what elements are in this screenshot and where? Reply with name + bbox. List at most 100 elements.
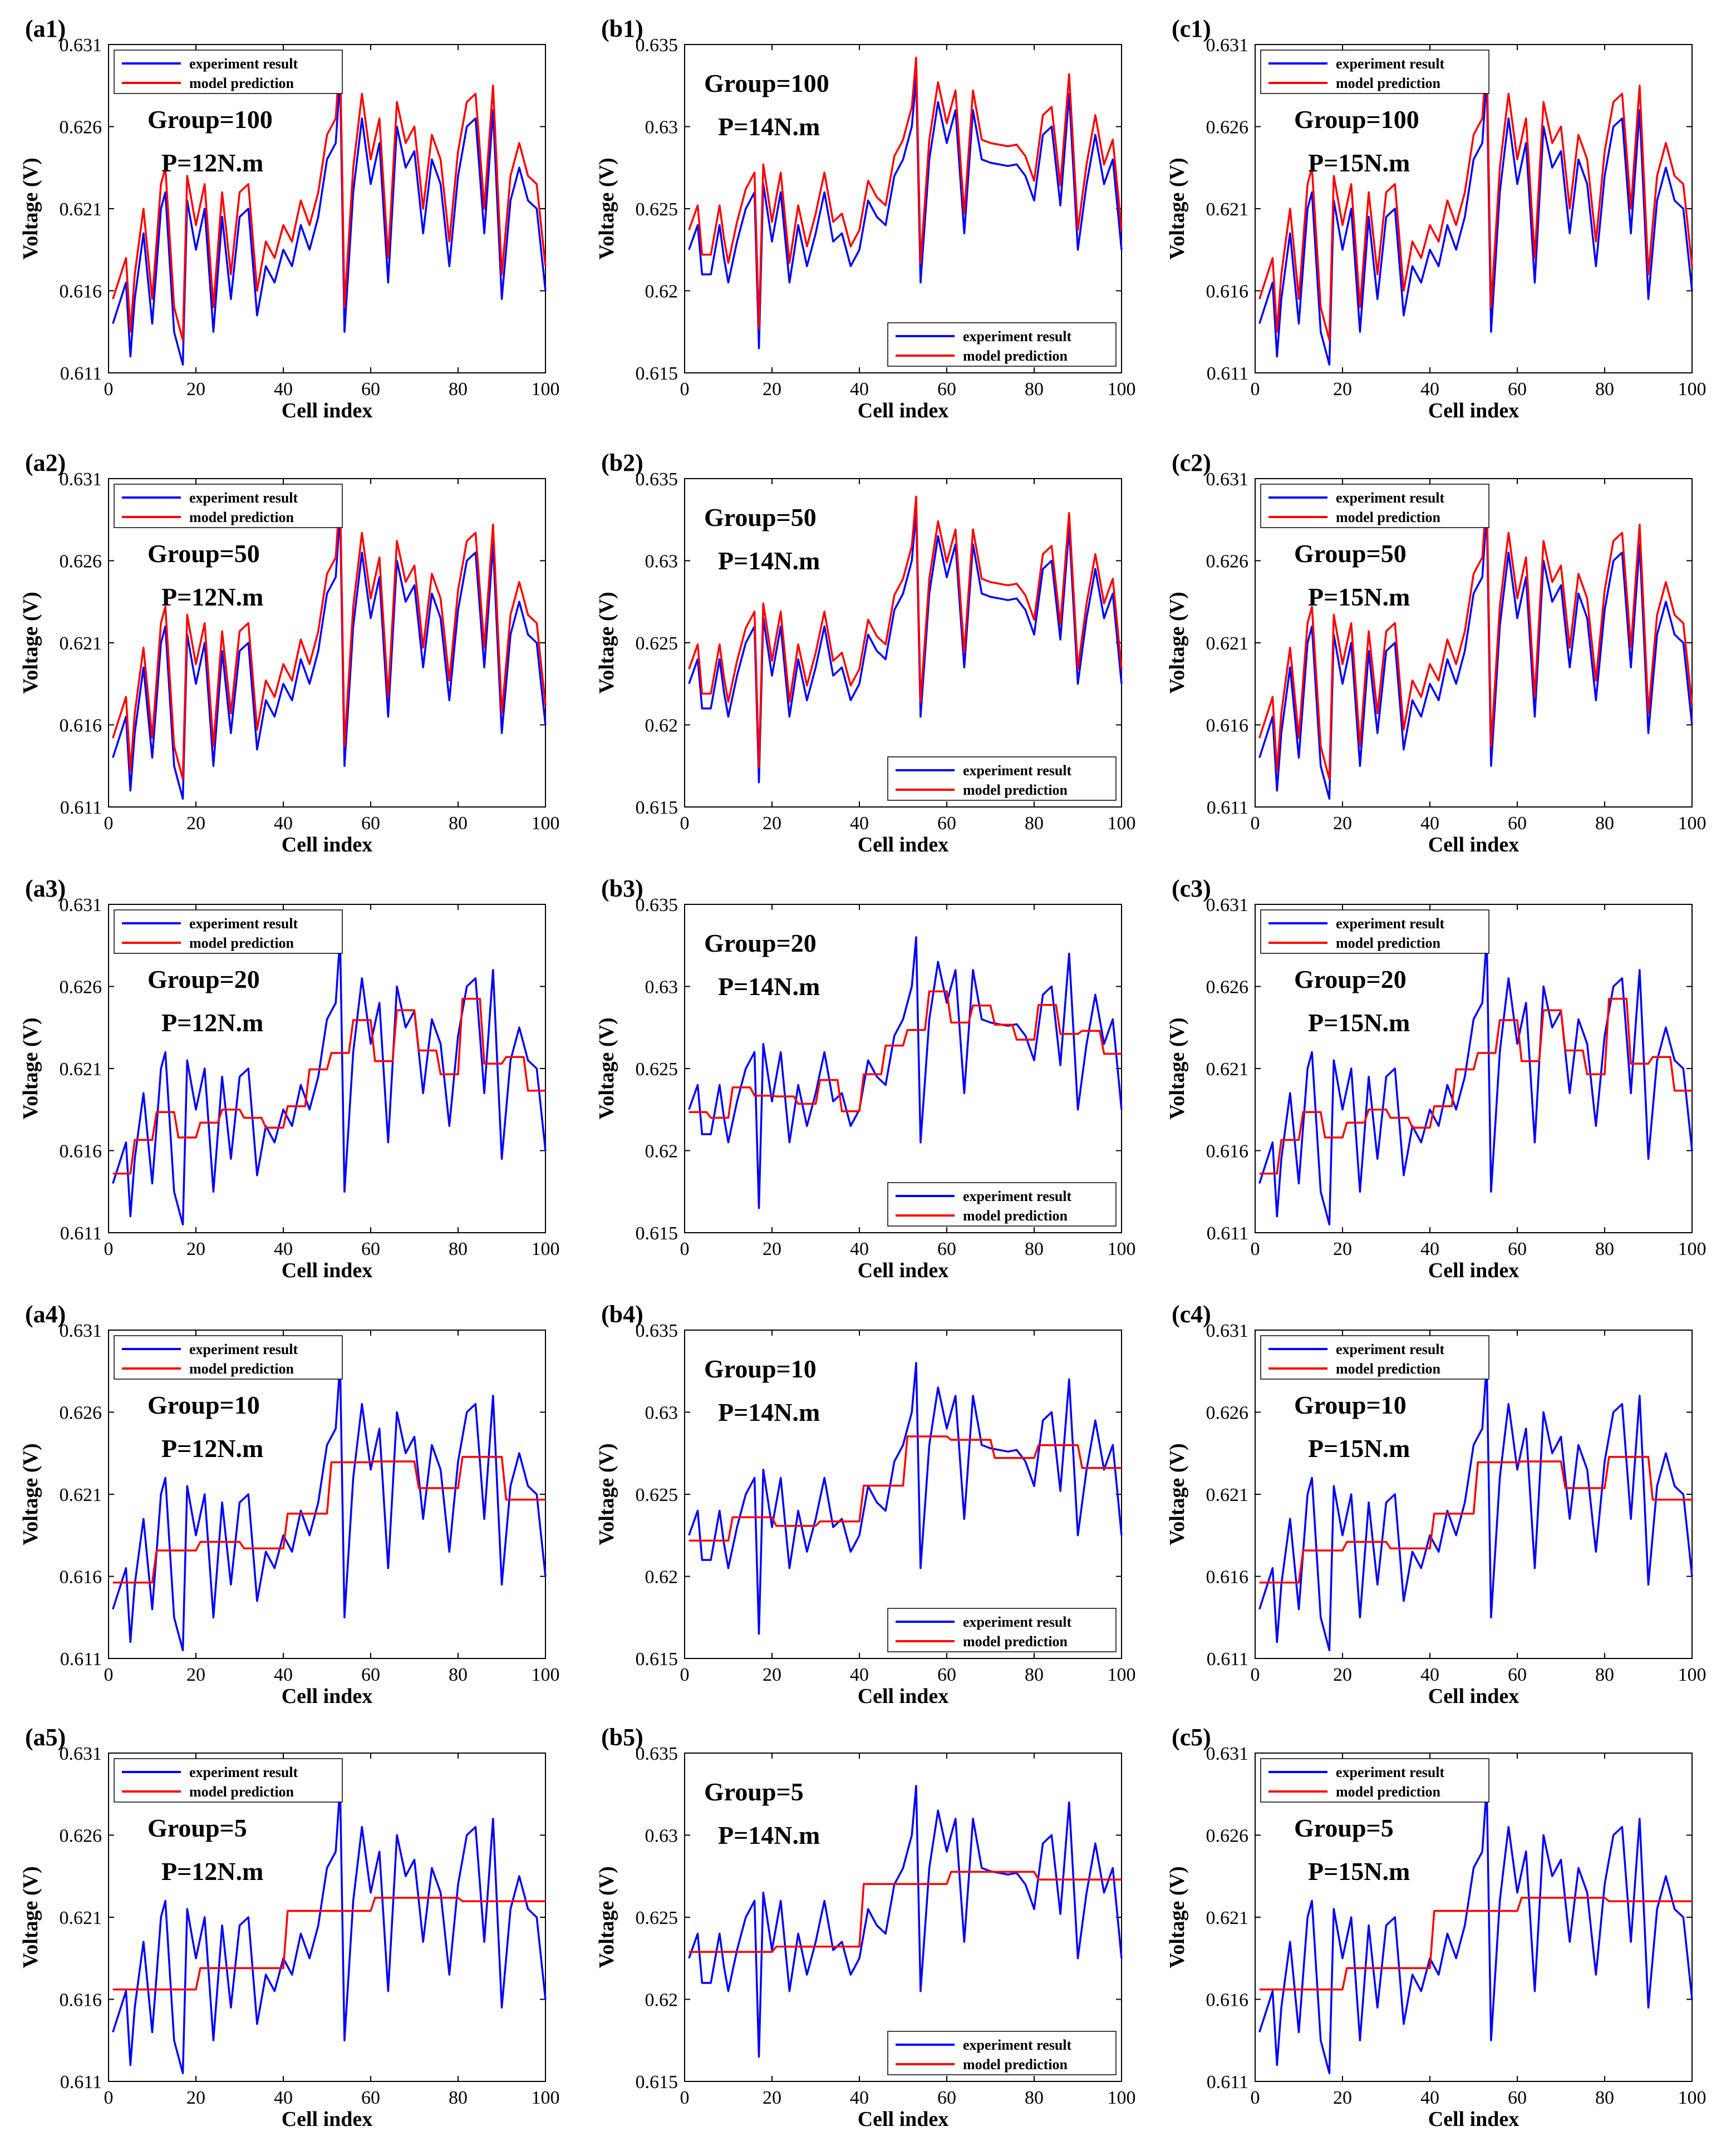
y-tick-label: 0.625 xyxy=(636,1059,678,1080)
series-model-prediction-line xyxy=(112,490,547,780)
y-tick-label: 0.635 xyxy=(636,1744,678,1764)
x-axis-label: Cell index xyxy=(858,1259,949,1282)
legend-box xyxy=(887,322,1117,367)
y-tick-label: 0.615 xyxy=(636,798,678,818)
legend-entry-experiment: experiment result xyxy=(189,1764,298,1780)
y-tick-label: 0.63 xyxy=(645,1403,678,1424)
panel-b4: 0 20 40 60 80 100 0.615 0.62 0.625 0.63 0.635 Cell … xyxy=(595,1301,1136,1708)
group-annotation: Group=50 xyxy=(147,539,260,568)
legend: experiment result model prediction xyxy=(1260,909,1489,954)
y-axis-label: Voltage (V) xyxy=(1166,157,1189,259)
legend-entry-experiment: experiment result xyxy=(189,490,298,506)
y-tick-label: 0.611 xyxy=(1207,2072,1248,2093)
group-annotation: Group=100 xyxy=(704,69,829,97)
y-axis-label: Voltage (V) xyxy=(19,1866,42,1968)
y-tick-label: 0.611 xyxy=(60,363,102,384)
y-tick-label: 0.626 xyxy=(1206,977,1249,998)
x-tick-label: 40 xyxy=(850,813,869,834)
y-axis-label: Voltage (V) xyxy=(595,592,618,693)
y-tick-label: 0.616 xyxy=(60,1990,102,2011)
y-tick-label: 0.63 xyxy=(645,977,678,998)
torque-annotation: P=14N.m xyxy=(718,1398,820,1426)
x-tick-label: 100 xyxy=(532,2088,560,2108)
y-tick-label: 0.611 xyxy=(60,798,102,818)
legend-entry-experiment: experiment result xyxy=(963,1188,1072,1204)
y-tick-label: 0.631 xyxy=(60,35,102,56)
y-axis-label: Voltage (V) xyxy=(595,1443,618,1545)
y-tick-label: 0.616 xyxy=(60,282,102,302)
panel-a2: 0 20 40 60 80 100 0.611 0.616 0.621 0.626 0.631 Cel… xyxy=(19,449,560,857)
panel-c3: 0 20 40 60 80 100 0.611 0.616 0.621 0.626 0.631 Cel… xyxy=(1166,875,1707,1282)
legend: experiment result model prediction xyxy=(114,50,343,94)
legend: experiment result model prediction xyxy=(887,1608,1117,1652)
x-tick-label: 80 xyxy=(1025,2088,1044,2108)
series-model-prediction-line xyxy=(689,1870,1122,1953)
y-tick-label: 0.615 xyxy=(636,363,678,384)
x-tick-label: 60 xyxy=(1508,1665,1527,1685)
legend-entry-experiment: experiment result xyxy=(963,1614,1072,1630)
x-tick-label: 20 xyxy=(763,813,781,834)
series-experiment-result-line xyxy=(1258,936,1693,1225)
legend-entry-model: model prediction xyxy=(963,1208,1068,1224)
legend-entry-model: model prediction xyxy=(1336,1361,1441,1377)
x-tick-label: 60 xyxy=(1508,1239,1527,1259)
y-axis-label: Voltage (V) xyxy=(1166,1017,1189,1119)
panel-label: (b3) xyxy=(601,875,643,902)
panel-label: (a4) xyxy=(25,1301,66,1328)
y-tick-label: 0.615 xyxy=(636,2072,678,2093)
x-tick-label: 0 xyxy=(104,2088,114,2108)
panel-label: (c1) xyxy=(1172,15,1211,42)
x-tick-label: 100 xyxy=(1678,379,1707,400)
panel-label: (a5) xyxy=(25,1724,66,1751)
y-tick-label: 0.626 xyxy=(60,977,102,998)
x-tick-label: 60 xyxy=(937,2088,956,2108)
y-tick-label: 0.611 xyxy=(1207,363,1248,384)
legend-box xyxy=(114,1335,343,1380)
y-tick-label: 0.631 xyxy=(60,1744,102,1764)
x-tick-label: 100 xyxy=(1108,2088,1136,2108)
group-annotation: Group=10 xyxy=(1294,1391,1407,1419)
x-tick-label: 0 xyxy=(104,813,114,834)
group-annotation: Group=100 xyxy=(147,105,273,134)
group-annotation: Group=50 xyxy=(704,503,817,531)
x-tick-label: 0 xyxy=(1251,379,1260,400)
legend-box xyxy=(1260,1758,1489,1803)
torque-annotation: P=15N.m xyxy=(1308,1857,1410,1886)
y-tick-label: 0.626 xyxy=(1206,1403,1249,1424)
y-tick-label: 0.635 xyxy=(636,469,678,490)
x-tick-label: 100 xyxy=(532,813,560,834)
x-tick-label: 80 xyxy=(449,813,468,834)
y-tick-label: 0.616 xyxy=(1206,282,1249,302)
y-tick-label: 0.62 xyxy=(645,1567,678,1588)
y-tick-label: 0.621 xyxy=(1206,199,1249,220)
y-tick-label: 0.611 xyxy=(1207,798,1248,818)
x-tick-label: 100 xyxy=(1678,2088,1707,2108)
panel-b5: 0 20 40 60 80 100 0.615 0.62 0.625 0.63 0.635 Cell … xyxy=(595,1724,1136,2131)
x-tick-label: 80 xyxy=(449,2088,468,2108)
y-tick-label: 0.616 xyxy=(60,716,102,736)
x-tick-label: 40 xyxy=(1420,379,1439,400)
panel-b1: 0 20 40 60 80 100 0.615 0.62 0.625 0.63 0.635 Cell … xyxy=(595,15,1136,422)
y-tick-label: 0.635 xyxy=(636,1321,678,1341)
legend: experiment result model prediction xyxy=(1260,1335,1489,1380)
series-model-prediction-line xyxy=(1259,997,1692,1175)
legend-box xyxy=(114,50,343,94)
group-annotation: Group=5 xyxy=(147,1814,247,1842)
series-model-prediction-line xyxy=(688,495,1123,769)
panel-label: (b1) xyxy=(601,15,643,42)
legend: experiment result model prediction xyxy=(1260,50,1489,94)
x-tick-label: 40 xyxy=(850,2088,869,2108)
series-model-prediction-line xyxy=(689,990,1122,1119)
x-tick-label: 20 xyxy=(1333,2088,1352,2108)
x-tick-label: 40 xyxy=(850,379,869,400)
y-axis-label: Voltage (V) xyxy=(19,1017,42,1119)
panel-a5: 0 20 40 60 80 100 0.611 0.616 0.621 0.626 0.631 Cel… xyxy=(19,1724,560,2131)
torque-annotation: P=14N.m xyxy=(718,972,820,1001)
x-axis-label: Cell index xyxy=(282,399,373,422)
x-tick-label: 80 xyxy=(1595,1239,1614,1259)
y-axis-label: Voltage (V) xyxy=(19,592,42,693)
series-model-prediction-line xyxy=(112,1456,545,1584)
x-tick-label: 40 xyxy=(274,2088,293,2108)
y-tick-label: 0.621 xyxy=(60,1908,102,1928)
group-annotation: Group=5 xyxy=(1294,1814,1394,1842)
